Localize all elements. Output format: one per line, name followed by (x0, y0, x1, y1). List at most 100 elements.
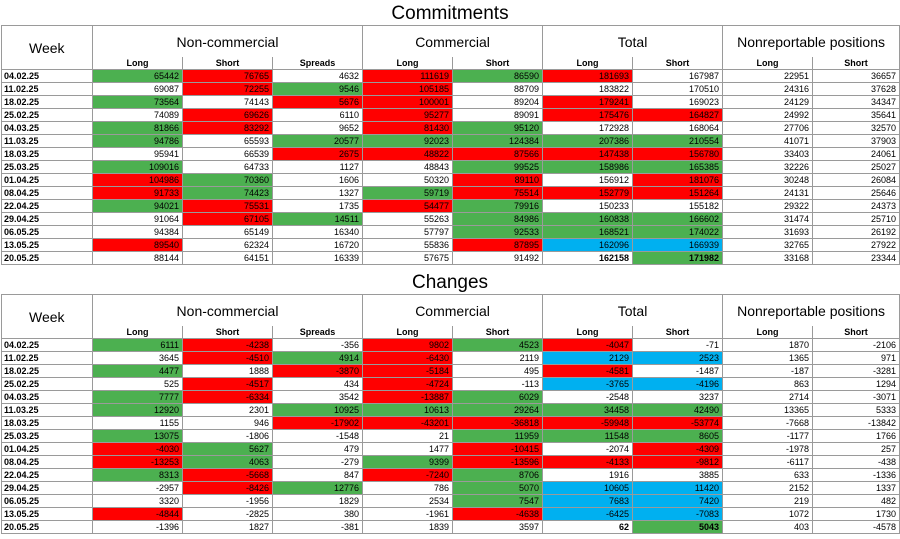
week-header: Week (1, 25, 93, 70)
nonreportable-header: Nonreportable positions (722, 294, 900, 326)
value-cell: -4047 (542, 338, 634, 352)
table-row: 11.02.25 3645 -4510 4914 -6430 2119 2129 2523 13… (1, 351, 900, 365)
value-cell: -1548 (271, 429, 364, 443)
value-cell: -4844 (92, 507, 183, 521)
value-cell: -6334 (182, 390, 273, 404)
value-cell: 16339 (271, 251, 364, 265)
value-cell: 105185 (362, 82, 454, 96)
value-cell: 183822 (542, 82, 634, 96)
value-cell: 5627 (182, 442, 273, 456)
value-cell: -1956 (182, 494, 273, 508)
table-row: 11.03.25 94786 65593 20577 92023 124384 207386… (1, 134, 900, 148)
value-cell: 34347 (812, 95, 900, 109)
value-cell: 2675 (271, 147, 364, 161)
value-cell: 32765 (722, 238, 814, 252)
value-cell: -4638 (452, 507, 544, 521)
week-cell: 29.04.25 (1, 481, 93, 495)
value-cell: 55836 (362, 238, 454, 252)
value-cell: 380 (271, 507, 364, 521)
value-cell: -13887 (362, 390, 454, 404)
value-cell: 1294 (812, 377, 900, 391)
value-cell: 59719 (362, 186, 454, 200)
value-cell: -438 (812, 455, 900, 469)
value-cell: 62324 (182, 238, 273, 252)
value-cell: 87566 (452, 147, 544, 161)
value-cell: 75514 (452, 186, 544, 200)
value-cell: 3885 (632, 468, 724, 482)
value-cell: 1606 (271, 173, 364, 187)
column-header: Long (542, 326, 634, 339)
value-cell: 863 (722, 377, 814, 391)
value-cell: 24061 (812, 147, 900, 161)
week-cell: 04.02.25 (1, 69, 93, 83)
value-cell: 92533 (452, 225, 544, 239)
value-cell: -4196 (632, 377, 724, 391)
value-cell: 2523 (632, 351, 724, 365)
value-cell: 181076 (632, 173, 724, 187)
value-cell: -1961 (362, 507, 454, 521)
value-cell: 95941 (92, 147, 183, 161)
value-cell: 179241 (542, 95, 634, 109)
table-row: 22.04.25 94021 75531 1735 54477 79916 150233 15… (1, 199, 900, 213)
value-cell: 74089 (92, 108, 183, 122)
value-cell: -1177 (722, 429, 814, 443)
changes-title: Changes (411, 272, 489, 293)
value-cell: -4238 (182, 338, 273, 352)
value-cell: -2957 (92, 481, 183, 495)
value-cell: 207386 (542, 134, 634, 148)
table-row: 20.05.25 -1396 1827 -381 1839 3597 62 5043 403 -4… (1, 520, 900, 534)
week-cell: 13.05.25 (1, 238, 93, 252)
value-cell: 495 (452, 364, 544, 378)
table-row: 18.02.25 4477 1888 -3870 -5184 495 -4581 -1487-… (1, 364, 900, 378)
header-row-groups: Week Non-commercial Commercial Total Nonrepo… (1, 294, 900, 339)
week-cell: 11.03.25 (1, 134, 93, 148)
table-row: 04.03.25 7777 -6334 3542 -13887 6029 -2548 3237… (1, 390, 900, 404)
value-cell: 89540 (92, 238, 183, 252)
value-cell: 16720 (271, 238, 364, 252)
value-cell: 73564 (92, 95, 183, 109)
value-cell: 160838 (542, 212, 634, 226)
value-cell: 83292 (182, 121, 273, 135)
value-cell: 151264 (632, 186, 724, 200)
value-cell: 5333 (812, 403, 900, 417)
table-row: 18.02.25 73564 74143 5676 100001 89204 179241 1… (1, 95, 900, 109)
value-cell: 24373 (812, 199, 900, 213)
value-cell: 10605 (542, 481, 634, 495)
value-cell: -1487 (632, 364, 724, 378)
week-cell: 25.03.25 (1, 160, 93, 174)
value-cell: -1806 (182, 429, 273, 443)
value-cell: 219 (722, 494, 814, 508)
value-cell: -13253 (92, 455, 183, 469)
value-cell: -1396 (92, 520, 183, 534)
week-cell: 04.02.25 (1, 338, 93, 352)
value-cell: 65442 (92, 69, 183, 83)
value-cell: 4632 (271, 69, 364, 83)
value-cell: 24131 (722, 186, 814, 200)
value-cell: 91492 (452, 251, 544, 265)
value-cell: 162158 (542, 251, 634, 265)
value-cell: 164827 (632, 108, 724, 122)
value-cell: 9546 (271, 82, 364, 96)
value-cell: 64733 (182, 160, 273, 174)
value-cell: 11548 (542, 429, 634, 443)
value-cell: 175476 (542, 108, 634, 122)
changes-body: Week Non-commercial Commercial Total Nonrepo… (1, 294, 900, 534)
commitments-body: Week Non-commercial Commercial Total Nonrepo… (1, 25, 900, 265)
column-header: Long (362, 57, 454, 70)
column-header: Long (542, 57, 634, 70)
week-cell: 29.04.25 (1, 212, 93, 226)
value-cell: 36657 (812, 69, 900, 83)
week-cell: 18.02.25 (1, 364, 93, 378)
value-cell: -4133 (542, 455, 634, 469)
value-cell: 37628 (812, 82, 900, 96)
value-cell: -356 (271, 338, 364, 352)
value-cell: -1336 (812, 468, 900, 482)
week-cell: 11.03.25 (1, 403, 93, 417)
value-cell: -7083 (632, 507, 724, 521)
value-cell: 88144 (92, 251, 183, 265)
value-cell: -7668 (722, 416, 814, 430)
value-cell: -13842 (812, 416, 900, 430)
column-header: Long (722, 326, 814, 339)
value-cell: 168521 (542, 225, 634, 239)
value-cell: 65149 (182, 225, 273, 239)
